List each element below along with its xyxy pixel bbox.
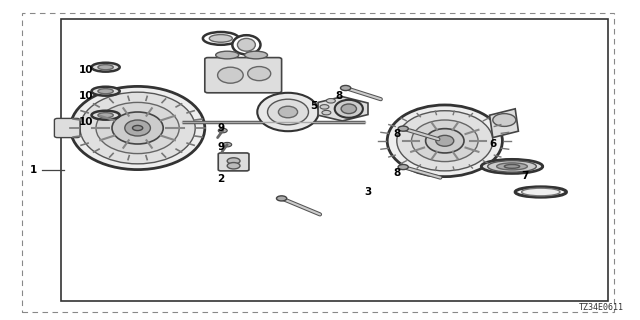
Text: 10: 10 <box>79 116 93 127</box>
Circle shape <box>398 126 408 131</box>
Ellipse shape <box>412 120 478 162</box>
Circle shape <box>322 110 331 115</box>
Polygon shape <box>490 109 518 138</box>
Ellipse shape <box>232 35 260 54</box>
Text: 10: 10 <box>79 91 93 101</box>
Ellipse shape <box>341 104 356 114</box>
Bar <box>61 19 608 301</box>
Text: 10: 10 <box>79 65 93 76</box>
Text: 8: 8 <box>393 168 401 178</box>
Ellipse shape <box>278 106 298 118</box>
Ellipse shape <box>92 87 120 96</box>
Circle shape <box>320 105 329 109</box>
Circle shape <box>227 158 240 164</box>
Ellipse shape <box>397 111 493 171</box>
Circle shape <box>227 163 240 169</box>
Text: TZ34E0611: TZ34E0611 <box>579 303 624 312</box>
Text: 6: 6 <box>489 139 497 149</box>
Ellipse shape <box>112 112 163 144</box>
Ellipse shape <box>216 51 239 59</box>
Ellipse shape <box>96 102 179 154</box>
Circle shape <box>132 125 143 131</box>
Ellipse shape <box>481 159 543 173</box>
Ellipse shape <box>125 120 150 136</box>
Text: 9: 9 <box>217 142 225 152</box>
Ellipse shape <box>248 67 271 81</box>
Ellipse shape <box>203 32 239 45</box>
Ellipse shape <box>98 89 113 94</box>
Text: 2: 2 <box>217 174 225 184</box>
Ellipse shape <box>493 114 516 126</box>
FancyBboxPatch shape <box>218 153 249 171</box>
Circle shape <box>276 196 287 201</box>
Ellipse shape <box>387 105 502 177</box>
Ellipse shape <box>237 38 255 51</box>
Text: 8: 8 <box>393 129 401 140</box>
Ellipse shape <box>497 163 527 170</box>
Ellipse shape <box>504 164 520 168</box>
Ellipse shape <box>244 51 268 59</box>
Ellipse shape <box>209 35 232 42</box>
Ellipse shape <box>98 65 113 70</box>
Ellipse shape <box>522 188 560 196</box>
Ellipse shape <box>80 92 195 164</box>
Ellipse shape <box>98 113 113 118</box>
Ellipse shape <box>335 100 363 118</box>
Ellipse shape <box>436 135 454 146</box>
Ellipse shape <box>515 187 566 197</box>
Ellipse shape <box>70 86 205 170</box>
Text: 3: 3 <box>364 187 372 197</box>
Text: 1: 1 <box>29 164 37 175</box>
Text: 7: 7 <box>521 171 529 181</box>
Circle shape <box>218 128 227 133</box>
Ellipse shape <box>92 63 120 72</box>
Ellipse shape <box>268 99 308 125</box>
Text: 9: 9 <box>217 123 225 133</box>
Text: 8: 8 <box>335 91 343 101</box>
FancyBboxPatch shape <box>54 118 80 138</box>
Circle shape <box>223 142 232 147</box>
Circle shape <box>340 85 351 91</box>
Text: 5: 5 <box>310 100 317 111</box>
Circle shape <box>398 164 408 170</box>
Ellipse shape <box>92 111 120 120</box>
Ellipse shape <box>426 129 464 153</box>
Ellipse shape <box>257 93 319 131</box>
Polygon shape <box>318 97 368 121</box>
Circle shape <box>326 99 335 103</box>
Ellipse shape <box>218 67 243 83</box>
Ellipse shape <box>488 161 536 172</box>
FancyBboxPatch shape <box>205 58 282 93</box>
